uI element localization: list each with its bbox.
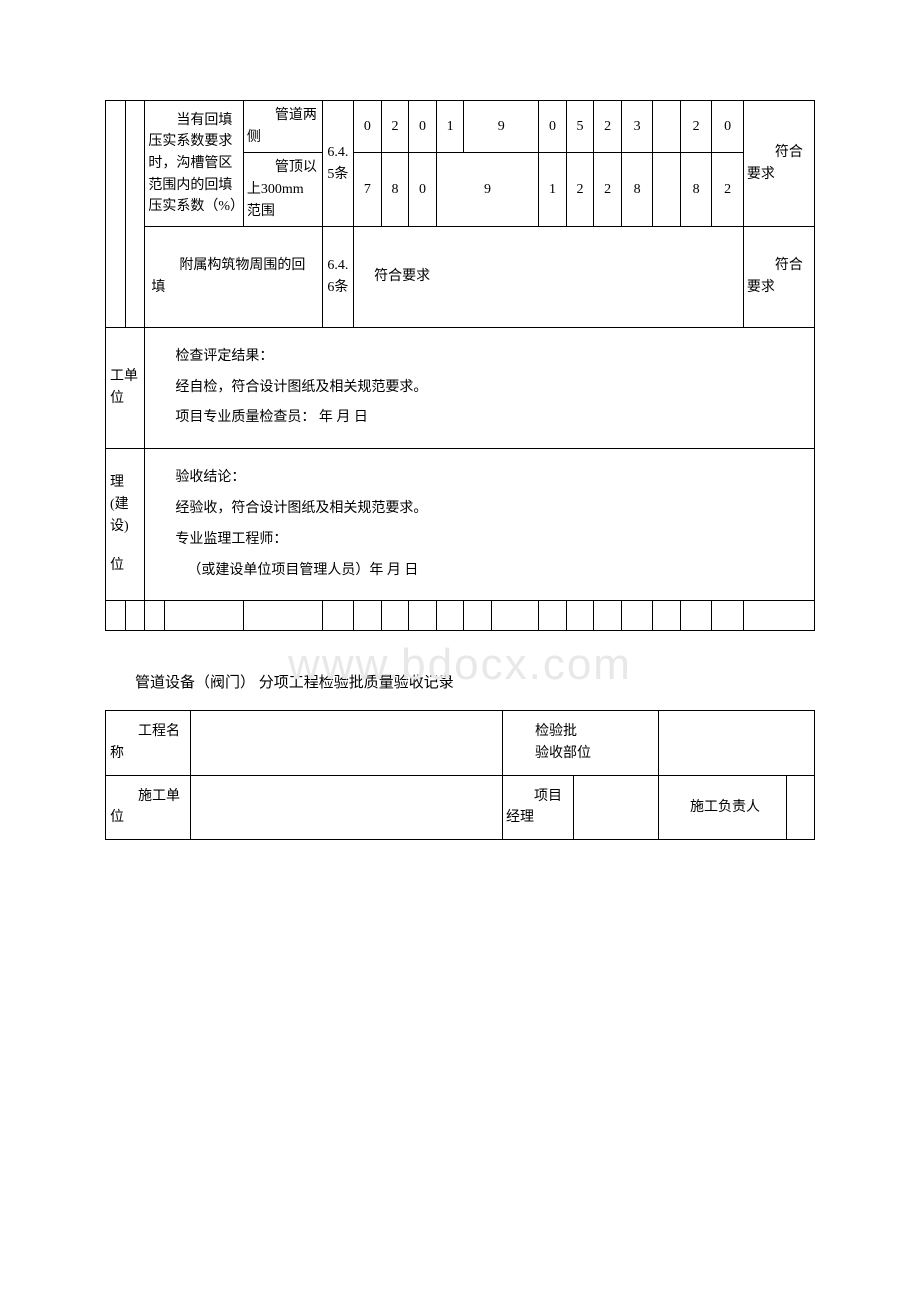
empty-cell	[566, 601, 594, 631]
empty-cell	[653, 601, 681, 631]
acceptance-result-block: 验收结论： 经验收，符合设计图纸及相关规范要求。 专业监理工程师： （或建设单位…	[145, 449, 815, 601]
empty-cell	[436, 601, 464, 631]
empty-cell	[621, 601, 653, 631]
empty-cell	[106, 601, 126, 631]
val: 2	[566, 153, 594, 227]
empty-cell	[243, 601, 322, 631]
sub-label-top-300mm: 管顶以上300mm 范围	[243, 153, 322, 227]
empty-cell	[743, 601, 814, 631]
result-conform: 符合要求	[743, 101, 814, 227]
empty-cell	[165, 601, 244, 631]
val: 8	[381, 153, 409, 227]
empty-cell	[381, 601, 409, 631]
val: 0	[354, 101, 382, 153]
empty-cell	[409, 601, 437, 631]
val: 1	[436, 101, 464, 153]
valve-table: 工程名称 检验批 验收部位 施工单位 项目经理 施工负责人	[105, 710, 815, 840]
val: 1	[539, 153, 567, 227]
section-title: 管道设备（阀门） 分项工程检验批质量验收记录	[135, 671, 815, 692]
field-construction-unit	[191, 775, 503, 839]
field-project-manager	[573, 775, 658, 839]
label-construction-unit: 施工单位	[106, 775, 191, 839]
val: 8	[621, 153, 653, 227]
empty-cell	[464, 601, 492, 631]
ref-6-4-6: 6.4.6条	[322, 227, 354, 327]
empty-cell	[125, 601, 145, 631]
result-conform-2: 符合要求	[743, 227, 814, 327]
val: 5	[566, 101, 594, 153]
empty-cell	[680, 601, 712, 631]
val: 3	[621, 101, 653, 153]
empty-cell	[145, 601, 165, 631]
empty-cell	[354, 601, 382, 631]
main-table: 当有回填压实系数要求时，沟槽管区范围内的回填压实系数（%） 管道两侧 6.4.5…	[105, 100, 815, 631]
label-project-manager: 项目经理	[503, 775, 574, 839]
val: 8	[680, 153, 712, 227]
val: 2	[680, 101, 712, 153]
field-project-name	[191, 711, 503, 775]
val: 2	[594, 153, 622, 227]
label-inspection-batch: 检验批 验收部位	[503, 711, 659, 775]
val: 0	[712, 101, 744, 153]
field-construction-lead	[786, 775, 814, 839]
val: 0	[409, 101, 437, 153]
inspection-result-block: 检查评定结果： 经自检，符合设计图纸及相关规范要求。 项目专业质量检查员： 年 …	[145, 327, 815, 448]
empty-cell	[539, 601, 567, 631]
empty-cell	[322, 601, 354, 631]
ref-6-4-5: 6.4.5条	[322, 101, 354, 227]
sub-label-both-sides: 管道两侧	[243, 101, 322, 153]
val: 2	[594, 101, 622, 153]
val	[653, 101, 681, 153]
empty-cell	[712, 601, 744, 631]
val: 7	[354, 153, 382, 227]
body-conform: 符合要求	[354, 227, 744, 327]
val: 2	[712, 153, 744, 227]
label-construction-lead: 施工负责人	[659, 775, 787, 839]
empty-cell	[594, 601, 622, 631]
stub-col-2	[125, 101, 145, 328]
val	[653, 153, 681, 227]
val: 0	[539, 101, 567, 153]
desc-fill-coefficient: 当有回填压实系数要求时，沟槽管区范围内的回填压实系数（%）	[145, 101, 243, 227]
label-project-name: 工程名称	[106, 711, 191, 775]
val: 0	[409, 153, 437, 227]
val: 2	[381, 101, 409, 153]
val: 9	[464, 101, 539, 153]
empty-cell	[491, 601, 538, 631]
val: 9	[436, 153, 538, 227]
unit-label-supervision: 理(建设) 位	[106, 449, 145, 601]
unit-label-construction: 工单位	[106, 327, 145, 448]
field-inspection-batch	[659, 711, 815, 775]
label-surrounding-fill: 附属构筑物周围的回填	[145, 227, 322, 327]
stub-col-1	[106, 101, 126, 328]
